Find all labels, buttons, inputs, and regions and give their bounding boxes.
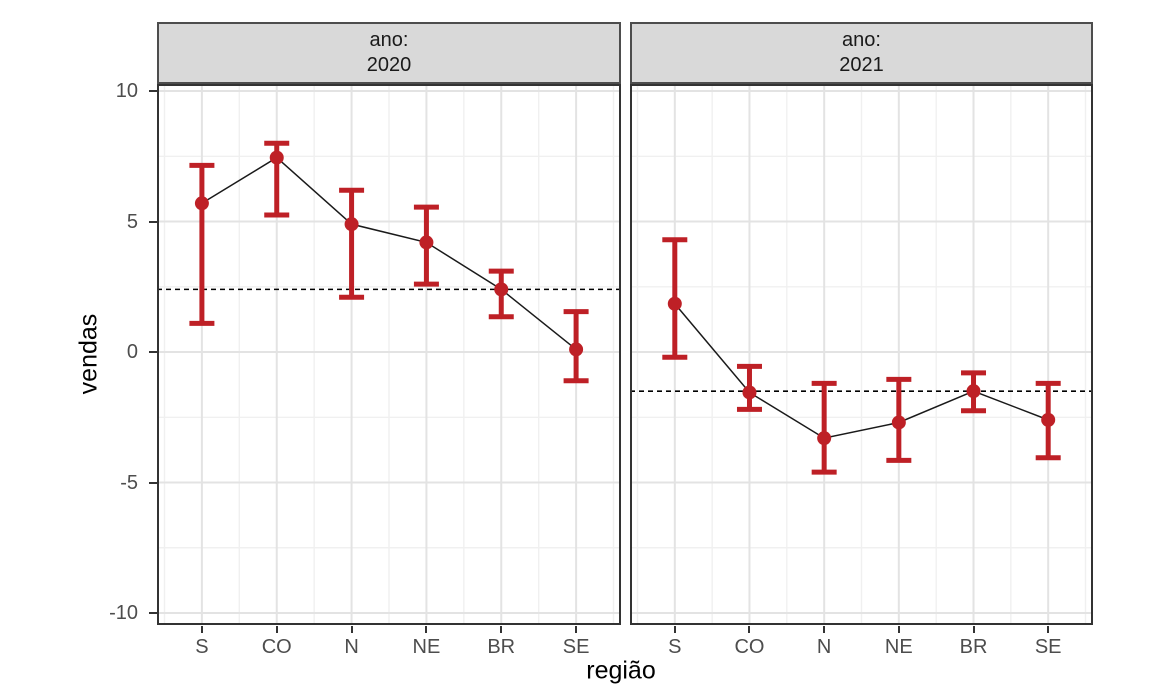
data-point bbox=[569, 342, 584, 357]
facet-strip-label-value: 2021 bbox=[839, 54, 884, 76]
data-point bbox=[742, 385, 757, 400]
x-axis-tick bbox=[350, 626, 353, 633]
x-axis-tick bbox=[823, 626, 826, 633]
panel-border bbox=[630, 84, 1093, 625]
y-axis-tick bbox=[149, 220, 157, 223]
y-tick-label: 10 bbox=[115, 80, 138, 103]
x-tick-label: SE bbox=[562, 636, 590, 658]
y-tick-label: 0 bbox=[126, 341, 138, 364]
series-line bbox=[201, 156, 577, 350]
x-tick-label: S bbox=[195, 636, 209, 658]
data-point bbox=[269, 150, 284, 165]
data-point bbox=[1041, 412, 1056, 427]
x-axis-tick bbox=[897, 626, 900, 633]
x-tick-label: BR bbox=[959, 636, 988, 658]
data-point bbox=[419, 235, 434, 250]
x-axis-tick bbox=[425, 626, 428, 633]
facet-strip-2020: ano: 2020 bbox=[157, 22, 621, 84]
x-axis-tick bbox=[500, 626, 503, 633]
x-tick-label: CO bbox=[734, 636, 765, 658]
y-axis-tick bbox=[149, 481, 157, 484]
facet-strip-label-variable: ano: bbox=[842, 29, 881, 51]
data-point bbox=[817, 431, 832, 446]
x-tick-label: SE bbox=[1034, 636, 1062, 658]
y-tick-label: -10 bbox=[109, 601, 138, 624]
y-tick-label: 5 bbox=[126, 210, 138, 233]
x-axis-tick bbox=[748, 626, 751, 633]
data-point bbox=[494, 282, 509, 297]
data-point bbox=[194, 196, 209, 211]
x-axis-title: região bbox=[586, 656, 656, 685]
panel-2020 bbox=[157, 84, 621, 625]
x-axis-tick bbox=[673, 626, 676, 633]
data-point bbox=[966, 384, 981, 399]
y-axis-title: vendas bbox=[74, 313, 103, 395]
x-tick-label: NE bbox=[884, 636, 913, 658]
series-line bbox=[674, 303, 1049, 439]
data-point bbox=[344, 217, 359, 232]
y-axis-tick bbox=[149, 611, 157, 614]
x-tick-label: N bbox=[344, 636, 359, 658]
facet-strip-label-value: 2020 bbox=[366, 54, 412, 76]
y-tick-label: -5 bbox=[120, 471, 138, 494]
data-point bbox=[891, 415, 906, 430]
y-axis-tick bbox=[149, 351, 157, 354]
x-tick-label: N bbox=[816, 636, 832, 658]
x-tick-label: NE bbox=[412, 636, 441, 658]
x-tick-label: BR bbox=[487, 636, 516, 658]
facet-strip-label-variable: ano: bbox=[369, 29, 409, 51]
x-tick-label: S bbox=[668, 636, 682, 658]
panel-2021 bbox=[630, 84, 1093, 625]
x-axis-tick bbox=[575, 626, 578, 633]
x-axis-tick bbox=[972, 626, 975, 633]
x-axis-tick bbox=[200, 626, 203, 633]
y-axis-tick bbox=[149, 90, 157, 93]
data-point bbox=[667, 296, 682, 311]
x-axis-tick bbox=[275, 626, 278, 633]
x-axis-tick bbox=[1047, 626, 1050, 633]
facet-strip-2021: ano: 2021 bbox=[630, 22, 1093, 84]
x-tick-label: CO bbox=[261, 636, 292, 658]
panel-border bbox=[157, 84, 621, 625]
